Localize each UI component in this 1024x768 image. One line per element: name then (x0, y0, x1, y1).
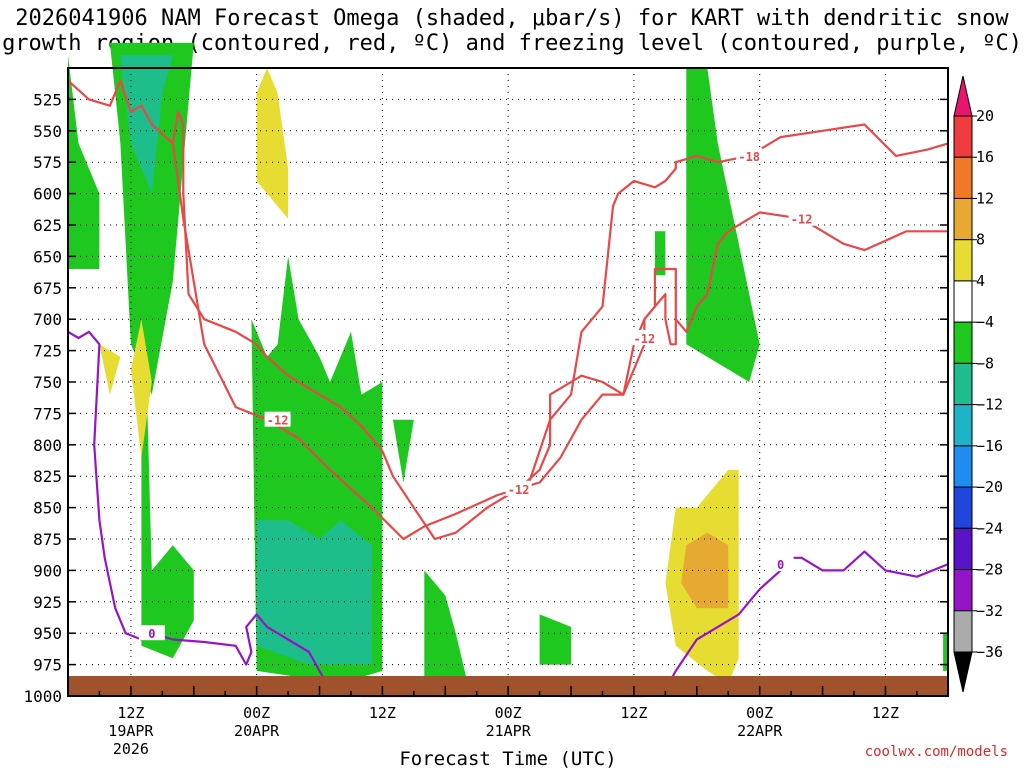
contour-label-bg-7 (767, 556, 794, 572)
colorbar-label: −20 (976, 478, 1003, 496)
contour-label-bg-1 (505, 480, 532, 496)
y-tick-label: 600 (33, 185, 62, 204)
contour-label-5: 0 (148, 627, 155, 641)
y-tick-label: 800 (33, 436, 62, 455)
y-tick-label: 975 (33, 656, 62, 675)
x-tick-label: 12Z (872, 704, 899, 722)
shaded-region-2 (141, 193, 194, 659)
shaded-region-4 (392, 419, 414, 483)
colorbar-bin-0 (953, 115, 973, 158)
y-tick-label: 700 (33, 310, 62, 329)
y-tick-label: 750 (33, 373, 62, 392)
contour-2 (528, 123, 949, 483)
x-tick-date: 22APR (737, 722, 783, 740)
title-line-1: 2026041906 NAM Forecast Omega (shaded, μ… (15, 6, 1009, 31)
contour-label-bg-0 (264, 411, 291, 427)
colorbar-bin-2 (953, 197, 973, 241)
colorbar-bin-5 (953, 321, 973, 364)
contour-0 (67, 79, 949, 541)
colorbar-label: −32 (976, 602, 1003, 620)
x-tick-date: 21APR (486, 722, 532, 740)
colorbar-label: 4 (976, 272, 985, 290)
x-tick-label: 00Z (746, 704, 773, 722)
colorbar-bin-10 (953, 527, 973, 571)
y-tick-label: 625 (33, 216, 62, 235)
x-tick-label: 00Z (243, 704, 270, 722)
shaded-region-5 (424, 570, 467, 678)
contour-label-4: -18 (738, 150, 760, 164)
y-tick-label: 775 (33, 404, 62, 423)
colorbar-bin-3 (953, 239, 973, 282)
shaded-region-13 (130, 319, 152, 458)
colorbar-label: −28 (976, 561, 1003, 579)
contour-label-3: -12 (791, 213, 813, 227)
y-axis: 525 550 575 600 625 650 675 700 725 750 775 800 825 8… (23, 90, 948, 706)
omega-shading-layer (68, 42, 949, 684)
shaded-region-11 (256, 520, 372, 665)
colorbar-top-triangle (953, 75, 973, 117)
colorbar-bin-4 (953, 280, 973, 323)
colorbar-bin-6 (953, 362, 973, 406)
colorbar: 20 16 12 8 4 −4 −8 −12 −16 −20 −24 −28 −32 −36 (953, 75, 1003, 693)
colorbar-label: −4 (976, 313, 994, 331)
colorbar-label: −8 (976, 354, 994, 372)
colorbar-label: −16 (976, 437, 1003, 455)
x-tick-date: 20APR (234, 722, 280, 740)
shaded-region-7 (654, 231, 666, 276)
x-tick-label: 12Z (369, 704, 396, 722)
colorbar-label: 20 (976, 107, 994, 125)
colorbar-bottom-triangle (953, 651, 973, 693)
contour-labels: -12-12-12-12-18000 (138, 147, 815, 698)
contour-label-7: 0 (777, 558, 784, 572)
x-tick-date: 19APR (108, 722, 154, 740)
y-tick-label: 875 (33, 530, 62, 549)
colorbar-label: 16 (976, 148, 994, 166)
y-tick-label: 850 (33, 499, 62, 518)
y-tick-label: 900 (33, 561, 62, 580)
colorbar-bin-12 (953, 610, 973, 653)
y-tick-label: 925 (33, 593, 62, 612)
x-tick-label: 00Z (495, 704, 522, 722)
x-tick-label: 12Z (620, 704, 647, 722)
colorbar-bin-1 (953, 156, 973, 199)
contour-label-1: -12 (508, 483, 530, 497)
x-axis-label: Forecast Time (UTC) (399, 748, 616, 768)
x-tick-label: 12Z (117, 704, 144, 722)
contour-label-0: -12 (267, 414, 289, 428)
y-tick-label: 525 (33, 90, 62, 109)
y-tick-label: 1000 (23, 687, 62, 706)
shaded-region-10 (120, 55, 173, 194)
colorbar-bin-9 (953, 486, 973, 529)
colorbar-label: −36 (976, 643, 1003, 661)
site-credit: coolwx.com/models (864, 744, 1008, 760)
colorbar-label: −12 (976, 396, 1003, 414)
y-tick-label: 575 (33, 153, 62, 172)
colorbar-label: 12 (976, 189, 994, 207)
y-tick-label: 650 (33, 247, 62, 266)
contour-label-bg-2 (631, 330, 658, 346)
colorbar-label: −24 (976, 519, 1003, 537)
shaded-region-6 (539, 614, 571, 665)
x-tick-year: 2026 (113, 740, 149, 758)
shaded-region-8 (686, 68, 760, 382)
colorbar-bin-7 (953, 404, 973, 447)
contour-label-2: -12 (634, 332, 656, 346)
shaded-region-12 (256, 68, 289, 219)
colorbar-bin-8 (953, 445, 973, 488)
plot-background (68, 68, 948, 696)
contour-label-bg-4 (736, 147, 763, 163)
y-tick-label: 725 (33, 342, 62, 361)
shaded-region-14 (99, 344, 121, 395)
y-tick-label: 825 (33, 467, 62, 486)
y-tick-label: 950 (33, 624, 62, 643)
shaded-region-0 (68, 55, 100, 270)
colorbar-bin-11 (953, 569, 973, 612)
colorbar-label: 8 (976, 231, 985, 249)
contour-label-bg-3 (788, 210, 815, 226)
y-tick-label: 550 (33, 122, 62, 141)
contour-label-bg-5 (138, 625, 165, 641)
y-tick-label: 675 (33, 279, 62, 298)
